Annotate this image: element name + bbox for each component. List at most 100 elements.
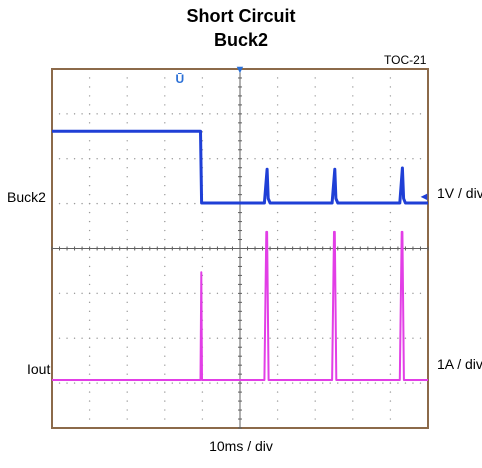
grid-dot (322, 158, 324, 160)
markers: ▼ Ū ◄ (175, 64, 429, 203)
grid-dot (291, 337, 294, 339)
grid-dot (58, 113, 61, 115)
grid-dot (254, 158, 256, 160)
grid-dot (164, 113, 166, 115)
grid-dot (171, 113, 174, 115)
grid-dot (134, 337, 136, 339)
grid-dot (374, 113, 377, 115)
grid-dot (352, 238, 354, 241)
grid-dot (216, 158, 219, 160)
grid-dot (367, 113, 369, 115)
grid-dot (389, 274, 392, 277)
grid-dot (352, 355, 354, 357)
grid-dot (156, 202, 158, 205)
grid-dot (201, 131, 204, 133)
grid-dot (164, 140, 166, 142)
grid-dot (164, 265, 166, 268)
grid-dot (314, 337, 316, 339)
grid-dot (367, 337, 369, 339)
grid-dot (88, 283, 91, 286)
grid-dot (126, 364, 128, 366)
grid-dot (103, 158, 106, 160)
grid-dot (337, 113, 339, 115)
grid-dot (164, 301, 166, 304)
grid-dot (276, 158, 279, 160)
grid-dot (284, 382, 286, 384)
grid-dot (329, 292, 331, 295)
grid-dot (118, 337, 121, 339)
grid-dot (164, 176, 166, 178)
grid-dot (194, 113, 196, 115)
grid-dot (164, 292, 166, 295)
grid-dot (73, 202, 76, 205)
grid-dot (246, 158, 249, 160)
grid-dot (111, 292, 113, 295)
grid-dot (322, 337, 324, 339)
grid-dot (246, 113, 249, 115)
grid-dot (164, 346, 166, 348)
grid-dot (164, 229, 166, 232)
grid-dot (171, 202, 174, 205)
grid-dot (382, 337, 384, 339)
grid-dot (88, 391, 91, 393)
grid-dot (314, 292, 316, 295)
grid-dot (171, 382, 174, 384)
grid-dot (314, 220, 316, 223)
grid-dot (352, 292, 354, 295)
grid-dot (284, 292, 286, 295)
grid-dot (88, 400, 91, 402)
grid-dot (306, 292, 309, 295)
grid-dot (314, 95, 316, 97)
grid-dot (126, 265, 128, 268)
grid-dot (201, 400, 204, 402)
grid-dot (209, 382, 211, 384)
grid-dot (88, 238, 91, 241)
grid-dot (134, 202, 136, 205)
grid-dot (299, 113, 301, 115)
grid-dot (352, 256, 354, 259)
grid-dot (276, 265, 279, 268)
grid-dot (276, 283, 279, 286)
grid-dot (337, 292, 339, 295)
grid-dot (164, 409, 166, 411)
grid-dot (201, 265, 204, 268)
grid-dot (254, 337, 256, 339)
grid-dot (276, 346, 279, 348)
grid-dot (314, 122, 316, 124)
grid-dot (88, 167, 91, 169)
grid-dot (306, 337, 309, 339)
grid-dot (149, 292, 151, 295)
grid-dot (261, 382, 264, 384)
grid-dot (352, 301, 354, 304)
grid-dot (126, 149, 128, 151)
grid-dot (359, 337, 362, 339)
grid-dot (88, 364, 91, 366)
grid-dot (352, 104, 354, 106)
grid-dot (149, 337, 151, 339)
grid-dot (194, 292, 196, 295)
grid-dot (352, 409, 354, 411)
grid-dot (126, 274, 128, 277)
grid-dot (419, 113, 422, 115)
grid-dot (96, 337, 98, 339)
grid-dot (186, 337, 189, 339)
grid-dot (141, 158, 143, 160)
grid-dot (276, 364, 279, 366)
grid-dot (111, 113, 113, 115)
grid-dot (337, 382, 339, 384)
grid-dot (126, 77, 128, 79)
grid-dot (419, 337, 422, 339)
grid-dot (164, 238, 166, 241)
grid-dot (58, 158, 61, 160)
grid-dot (179, 382, 181, 384)
grid-dot (111, 337, 113, 339)
grid-dot (126, 86, 128, 88)
grid-dot (367, 158, 369, 160)
grid-dot (389, 256, 392, 259)
grid-dot (149, 113, 151, 115)
grid-dot (201, 409, 204, 411)
grid-dot (276, 256, 279, 259)
grid-dot (352, 418, 354, 420)
grid-dot (404, 382, 407, 384)
grid-dot (276, 418, 279, 420)
